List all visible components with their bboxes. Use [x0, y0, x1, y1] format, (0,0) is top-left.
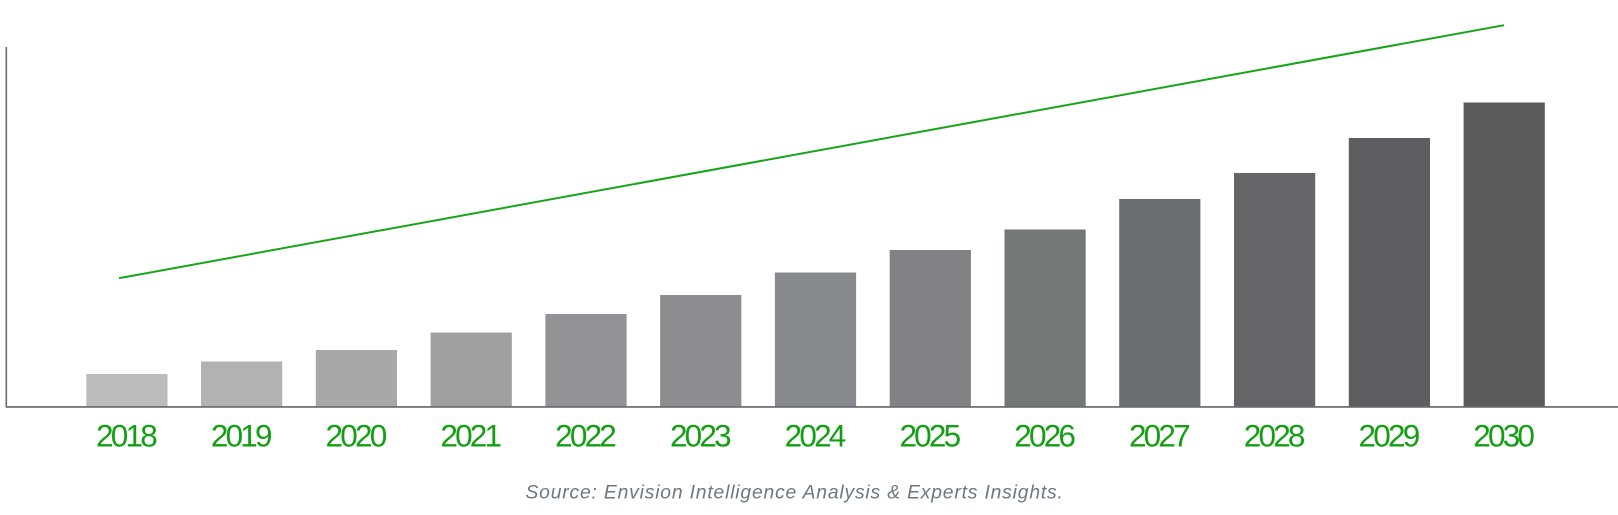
svg-text:2021: 2021: [440, 418, 500, 454]
svg-text:2025: 2025: [899, 418, 960, 454]
svg-text:2023: 2023: [670, 418, 731, 454]
svg-text:2024: 2024: [785, 418, 846, 454]
svg-text:2018: 2018: [96, 418, 157, 454]
svg-text:2030: 2030: [1473, 418, 1534, 454]
svg-text:2026: 2026: [1014, 418, 1075, 454]
svg-text:2029: 2029: [1359, 418, 1420, 454]
svg-text:2028: 2028: [1244, 418, 1305, 454]
svg-text:Source: Envision Intelligence: Source: Envision Intelligence Analysis &…: [525, 483, 1063, 504]
svg-text:2027: 2027: [1129, 418, 1189, 454]
svg-text:2019: 2019: [211, 418, 272, 454]
svg-text:2022: 2022: [555, 418, 615, 454]
svg-text:2020: 2020: [326, 418, 387, 454]
